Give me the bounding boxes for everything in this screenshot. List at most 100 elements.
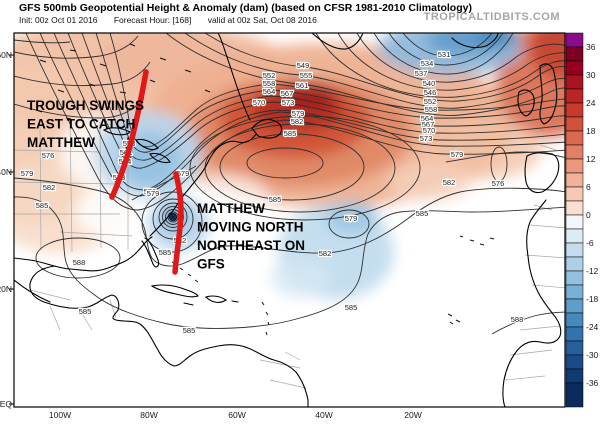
contour-label: 555 <box>300 71 313 80</box>
colorbar-tick-label: -36 <box>586 378 599 388</box>
contour-label: 558 <box>263 79 276 88</box>
contour-label: 585 <box>79 307 92 316</box>
colorbar-cell <box>565 368 584 384</box>
matthew-note: MATTHEW MOVING NORTH NORTHEAST ON GFS <box>197 201 305 272</box>
matthew-track-arrow <box>172 171 184 275</box>
chart-subtitle: Init: 00z Oct 01 2016 Forecast Hour: [16… <box>19 15 331 25</box>
forecast-annotations: TROUGH SWINGS EAST TO CATCH MATTHEW MATTHEW… <box>27 98 305 272</box>
chart-title: GFS 500mb Geopotential Height & Anomaly … <box>19 2 472 14</box>
colorbar-tick-label: 12 <box>586 154 596 164</box>
lon-label: 100W <box>49 410 71 420</box>
colorbar-cell <box>565 242 584 258</box>
contour-label: 531 <box>438 50 451 59</box>
colorbar-cell <box>565 270 584 286</box>
colorbar-cell <box>565 32 584 48</box>
colorbar-cell <box>565 172 584 188</box>
longitude-axis-labels: 100W 80W 60W 40W 20W <box>49 410 422 420</box>
contour-label: 588 <box>511 315 524 324</box>
contour-label: 570 <box>144 187 157 196</box>
contour-label: 579 <box>292 109 305 118</box>
contour-label: 585 <box>345 303 358 312</box>
colorbar-tick-label: 0 <box>586 210 591 220</box>
colorbar-cell <box>565 256 584 272</box>
colorbar-tick-labels: 36 30 24 18 12 6 0 -6 -12 -18 -24 -30 -36 <box>586 42 599 388</box>
anomaly-shading <box>14 33 565 407</box>
contour-label: 582 <box>443 178 456 187</box>
colorbar-cell <box>565 326 584 342</box>
colorbar-tick-label: -12 <box>586 266 599 276</box>
contour-label: 573 <box>420 134 433 143</box>
trough-note: TROUGH SWINGS EAST TO CATCH MATTHEW <box>27 98 144 150</box>
lat-label: 60N <box>0 50 12 60</box>
contour-label: 540 <box>423 79 436 88</box>
colorbar-cell <box>565 200 584 216</box>
colorbar-tick-label: 24 <box>586 98 596 108</box>
contour-label: 552 <box>424 97 437 106</box>
contour-label: 585 <box>269 195 282 204</box>
colorbar-cell <box>565 354 584 370</box>
colorbar-cell <box>565 284 584 300</box>
site-watermark: TROPICALTIDBITS.COM <box>423 11 560 23</box>
colorbar-cell <box>565 382 584 408</box>
valid-time: valid at 00z Sat, Oct 08 2016 <box>207 15 317 25</box>
colorbar-cell <box>565 46 584 62</box>
colorbar-cell <box>565 158 584 174</box>
contour-label: 585 <box>159 248 172 257</box>
forecast-hour: Forecast Hour: [168] <box>113 15 192 25</box>
colorbar-cell <box>565 214 584 230</box>
colorbar-cell <box>565 186 584 202</box>
lon-label: 40W <box>315 410 332 420</box>
contour-label: 561 <box>296 81 309 90</box>
lat-label: EQ <box>0 399 12 409</box>
contour-label: 579 <box>177 169 190 178</box>
contour-value-labels: 5315345375405465525585645675705735495555… <box>20 49 525 336</box>
latitude-axis-labels: 60N 40N 20N EQ <box>0 50 14 409</box>
colorbar-tick-label: -30 <box>586 350 599 360</box>
lon-label: 60W <box>228 410 245 420</box>
colorbar-cell <box>565 102 584 118</box>
colorbar-tick-label: 6 <box>586 182 591 192</box>
contour-label: 582 <box>43 183 56 192</box>
map-border <box>13 32 566 408</box>
lon-label: 20W <box>404 410 421 420</box>
colorbar-tick-label: -18 <box>586 294 599 304</box>
contour-label: 579 <box>451 150 464 159</box>
colorbar-cell <box>565 130 584 146</box>
contour-label: 579 <box>21 169 34 178</box>
colorbar-cell <box>565 228 584 244</box>
contour-label: 564 <box>263 87 276 96</box>
contour-label: 546 <box>424 88 437 97</box>
hurricane-matthew-symbol <box>168 212 177 221</box>
contour-label: 549 <box>297 61 310 70</box>
lat-label: 20N <box>0 284 12 294</box>
contour-label: 552 <box>263 71 276 80</box>
contour-label: 576 <box>42 151 55 160</box>
contour-label: 570 <box>253 98 266 107</box>
contour-label: 558 <box>425 105 438 114</box>
colorbar-cell <box>565 60 584 76</box>
lat-label: 40N <box>0 167 12 177</box>
colorbar-cell <box>565 144 584 160</box>
colorbar-tick-label: 30 <box>586 70 596 80</box>
anomaly-colorbar <box>565 32 584 408</box>
contour-label: 588 <box>73 258 86 267</box>
contour-label: 567 <box>281 89 294 98</box>
contour-label: 537 <box>415 69 428 78</box>
colorbar-cell <box>565 74 584 90</box>
colorbar-tick-label: -24 <box>586 322 599 332</box>
colorbar-cell <box>565 312 584 328</box>
colorbar-tick-label: 18 <box>586 126 596 136</box>
contour-label: 564 <box>421 114 434 123</box>
contour-label: 582 <box>319 249 332 258</box>
coastlines <box>14 33 562 407</box>
contour-label: 582 <box>291 117 304 126</box>
colorbar-cell <box>565 298 584 314</box>
colorbar-cell <box>565 340 584 356</box>
colorbar-tick-label: -6 <box>586 238 594 248</box>
contour-label: 534 <box>421 59 434 68</box>
contour-label: 585 <box>36 201 49 210</box>
colorbar-cell <box>565 116 584 132</box>
contour-label: 585 <box>183 326 196 335</box>
